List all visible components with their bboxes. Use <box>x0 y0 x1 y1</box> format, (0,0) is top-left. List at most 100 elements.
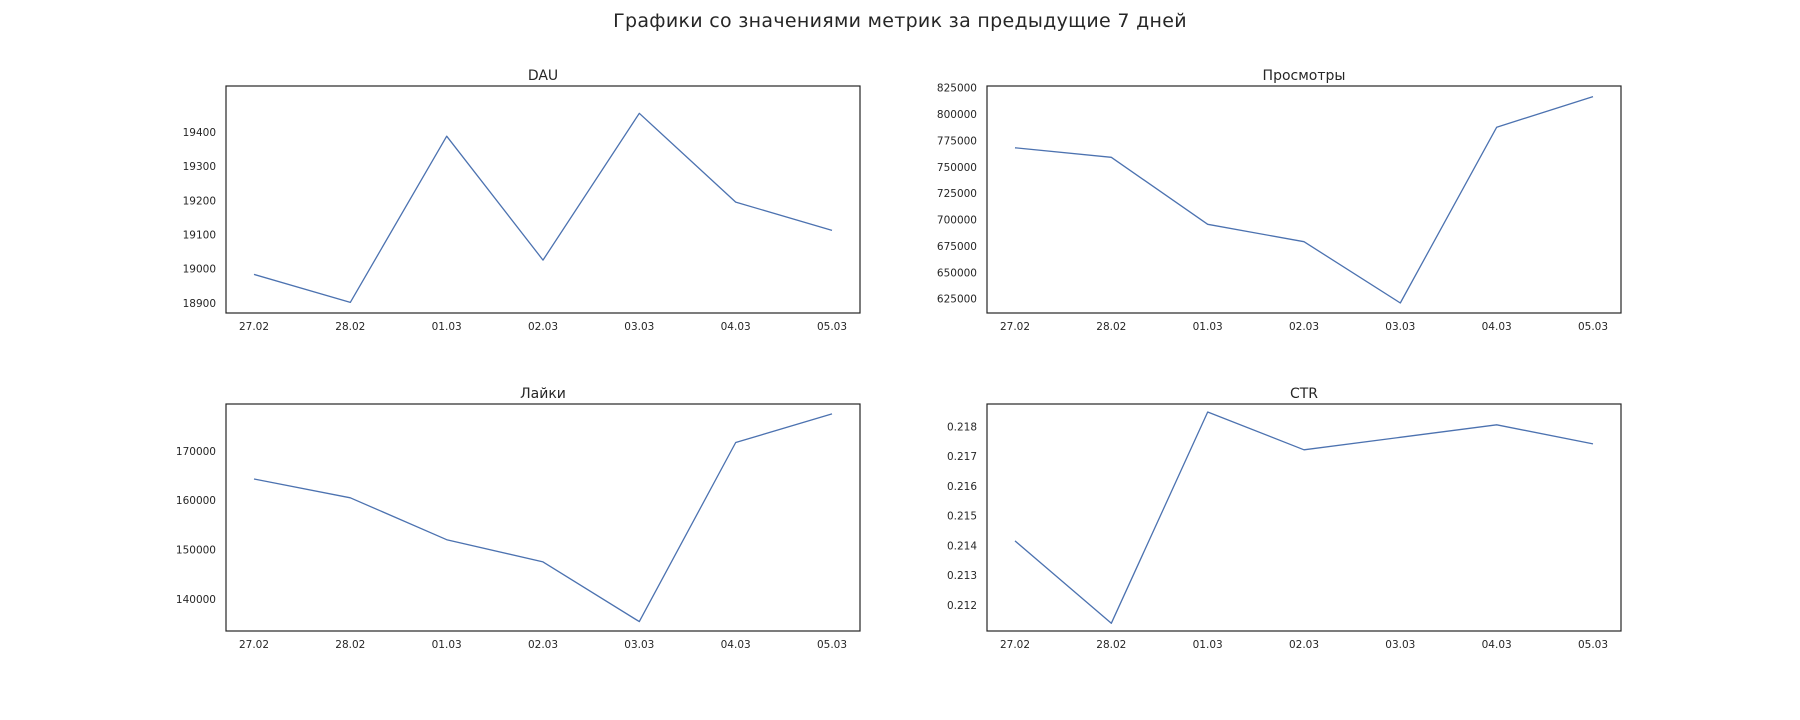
y-tick-label: 825000 <box>937 83 977 95</box>
y-tick-label: 0.212 <box>947 600 977 612</box>
chart-title: Просмотры <box>1263 68 1346 84</box>
y-tick-label: 750000 <box>937 162 977 174</box>
y-tick-label: 775000 <box>937 135 977 147</box>
x-tick-label: 04.03 <box>721 321 751 333</box>
y-tick-label: 19200 <box>183 195 216 207</box>
y-tick-label: 625000 <box>937 294 977 306</box>
y-tick-label: 0.217 <box>947 451 977 463</box>
x-tick-label: 28.02 <box>335 321 365 333</box>
data-point <box>1206 223 1209 226</box>
chart-title: DAU <box>528 68 558 84</box>
x-tick-label: 03.03 <box>624 639 654 651</box>
x-tick-label: 27.02 <box>1000 639 1030 651</box>
data-point <box>831 412 834 415</box>
data-point <box>1592 95 1595 98</box>
y-tick-label: 0.214 <box>947 540 977 552</box>
y-tick-label: 725000 <box>937 188 977 200</box>
data-point <box>542 259 545 262</box>
y-tick-label: 160000 <box>176 495 216 507</box>
y-tick-label: 150000 <box>176 545 216 557</box>
chart-panel-2: Лайки 27.02 28.02 01.03 02.03 03.03 04.03 05.03… <box>176 386 861 651</box>
data-point <box>1495 126 1498 129</box>
series-line <box>1014 411 1594 624</box>
data-point <box>1110 156 1113 159</box>
chart-panel-3: CTR 27.02 28.02 01.03 02.03 03.03 04.03 05.03 0.… <box>947 386 1622 651</box>
plot-frame <box>986 403 1622 632</box>
y-tick-label: 0.215 <box>947 511 977 523</box>
x-tick-label: 04.03 <box>1482 639 1512 651</box>
data-point <box>638 112 641 115</box>
data-point <box>1303 240 1306 243</box>
x-tick-label: 04.03 <box>1482 321 1512 333</box>
data-point <box>1303 448 1306 451</box>
x-tick-label: 02.03 <box>528 321 558 333</box>
x-tick-label: 03.03 <box>1385 639 1415 651</box>
data-point <box>1014 146 1017 149</box>
data-point <box>734 201 737 204</box>
x-tick-label: 01.03 <box>1193 639 1223 651</box>
y-tick-label: 19100 <box>183 229 216 241</box>
x-tick-label: 01.03 <box>432 321 462 333</box>
data-point <box>1014 539 1017 542</box>
y-tick-label: 19300 <box>183 161 216 173</box>
x-tick-label: 02.03 <box>1289 321 1319 333</box>
x-tick-label: 01.03 <box>1193 321 1223 333</box>
plot-frame <box>225 85 861 314</box>
data-point <box>253 273 256 276</box>
data-point <box>349 496 352 499</box>
y-tick-label: 650000 <box>937 267 977 279</box>
y-tick-label: 170000 <box>176 446 216 458</box>
data-point <box>1206 411 1209 414</box>
figure-title: Графики со значениями метрик за предыдущ… <box>613 10 1187 32</box>
data-point <box>542 560 545 563</box>
x-tick-label: 03.03 <box>624 321 654 333</box>
x-tick-label: 28.02 <box>1096 639 1126 651</box>
y-tick-label: 18900 <box>183 298 216 310</box>
data-point <box>1399 436 1402 439</box>
x-tick-label: 05.03 <box>1578 639 1608 651</box>
data-point <box>445 538 448 541</box>
y-tick-label: 675000 <box>937 241 977 253</box>
y-tick-label: 0.216 <box>947 481 977 493</box>
y-tick-label: 0.218 <box>947 421 977 433</box>
data-point <box>831 229 834 232</box>
plot-frame <box>225 403 861 632</box>
chart-panel-1: Просмотры 27.02 28.02 01.03 02.03 03.03 04.03 0… <box>937 68 1622 333</box>
data-point <box>253 478 256 481</box>
x-tick-label: 27.02 <box>239 321 269 333</box>
y-tick-label: 700000 <box>937 215 977 227</box>
x-tick-label: 27.02 <box>239 639 269 651</box>
plot-frame <box>986 85 1622 314</box>
x-tick-label: 28.02 <box>1096 321 1126 333</box>
chart-title: CTR <box>1290 386 1318 402</box>
data-point <box>1592 442 1595 445</box>
series-line <box>253 413 833 623</box>
data-point <box>638 620 641 623</box>
x-tick-label: 05.03 <box>817 639 847 651</box>
chart-panel-0: DAU 27.02 28.02 01.03 02.03 03.03 04.03 05.03 18… <box>183 68 861 333</box>
series-line <box>253 112 833 304</box>
y-tick-label: 19400 <box>183 127 216 139</box>
x-tick-label: 05.03 <box>1578 321 1608 333</box>
x-tick-label: 02.03 <box>528 639 558 651</box>
data-point <box>349 301 352 304</box>
y-tick-label: 140000 <box>176 594 216 606</box>
x-tick-label: 02.03 <box>1289 639 1319 651</box>
data-point <box>1399 301 1402 304</box>
x-tick-label: 01.03 <box>432 639 462 651</box>
data-point <box>445 135 448 138</box>
series-line <box>1014 95 1594 304</box>
x-tick-label: 27.02 <box>1000 321 1030 333</box>
data-point <box>1495 423 1498 426</box>
x-tick-label: 04.03 <box>721 639 751 651</box>
chart-title: Лайки <box>520 386 566 402</box>
y-tick-label: 800000 <box>937 109 977 121</box>
data-point <box>734 441 737 444</box>
x-tick-label: 28.02 <box>335 639 365 651</box>
data-point <box>1110 622 1113 625</box>
x-tick-label: 05.03 <box>817 321 847 333</box>
x-tick-label: 03.03 <box>1385 321 1415 333</box>
y-tick-label: 0.213 <box>947 570 977 582</box>
y-tick-label: 19000 <box>183 264 216 276</box>
